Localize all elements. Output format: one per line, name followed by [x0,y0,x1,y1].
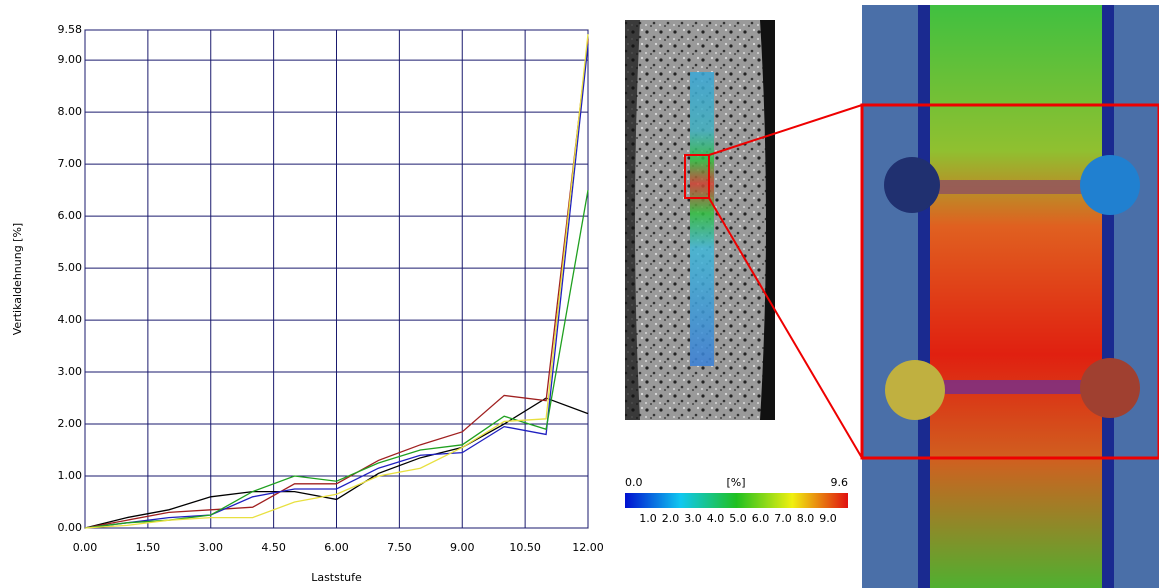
y-tick-label: 4.00 [58,313,83,326]
x-axis-label: Laststufe [311,571,362,584]
colorbar-tick-label: 9.0 [819,512,837,525]
colorbar-tick-label: 3.0 [684,512,702,525]
y-tick-label: 7.00 [58,157,83,170]
colorbar-tick-label: 8.0 [797,512,815,525]
x-tick-label: 1.50 [136,541,161,554]
y-tick-label: 1.00 [58,469,83,482]
y-tick-label: 6.00 [58,209,83,222]
series-line [84,44,589,529]
x-tick-label: 0.00 [73,541,98,554]
y-tick-label: 5.00 [58,261,83,274]
y-tick-label: 9.58 [58,23,83,36]
x-tick-label: 9.00 [450,541,475,554]
series-line [84,34,589,529]
x-tick-label: 12.00 [572,541,604,554]
series-line [84,39,589,529]
x-tick-label: 7.50 [387,541,412,554]
x-tick-label: 3.00 [199,541,224,554]
y-tick-label: 0.00 [58,521,83,534]
zoom-image [860,5,1159,588]
x-tick-label: 4.50 [261,541,286,554]
plot: 0.00 1.00 2.00 3.00 4.00 5.00 6.00 7.00 8.00 9.00… [11,23,604,584]
colorbar-unit: [%] [726,476,745,489]
colorbar-gradient [625,493,848,508]
series-line [84,397,589,529]
colorbar-tick-label: 4.0 [707,512,725,525]
colorbar-tick-label: 2.0 [662,512,680,525]
colorbar-min: 0.0 [625,476,643,489]
y-tick-label: 3.00 [58,365,83,378]
colorbar-tick-label: 1.0 [639,512,657,525]
colorbar-tick-label: 6.0 [752,512,770,525]
x-tick-label: 6.00 [324,541,349,554]
y-tick-label: 9.00 [58,53,83,66]
x-tick-label: 10.50 [509,541,541,554]
colorbar-tick-label: 7.0 [774,512,792,525]
colorbar-max: 9.6 [831,476,849,489]
y-tick-label: 2.00 [58,417,83,430]
colorbar: 0.0 [%] 9.6 1.0 2.0 3.0 4.0 5.0 6.0 7.0 8.0 9.0 [625,476,848,525]
y-axis-label: Vertikaldehnung [%] [11,223,24,335]
colorbar-tick-label: 5.0 [729,512,747,525]
y-tick-label: 8.00 [58,105,83,118]
specimen-image [625,20,863,459]
